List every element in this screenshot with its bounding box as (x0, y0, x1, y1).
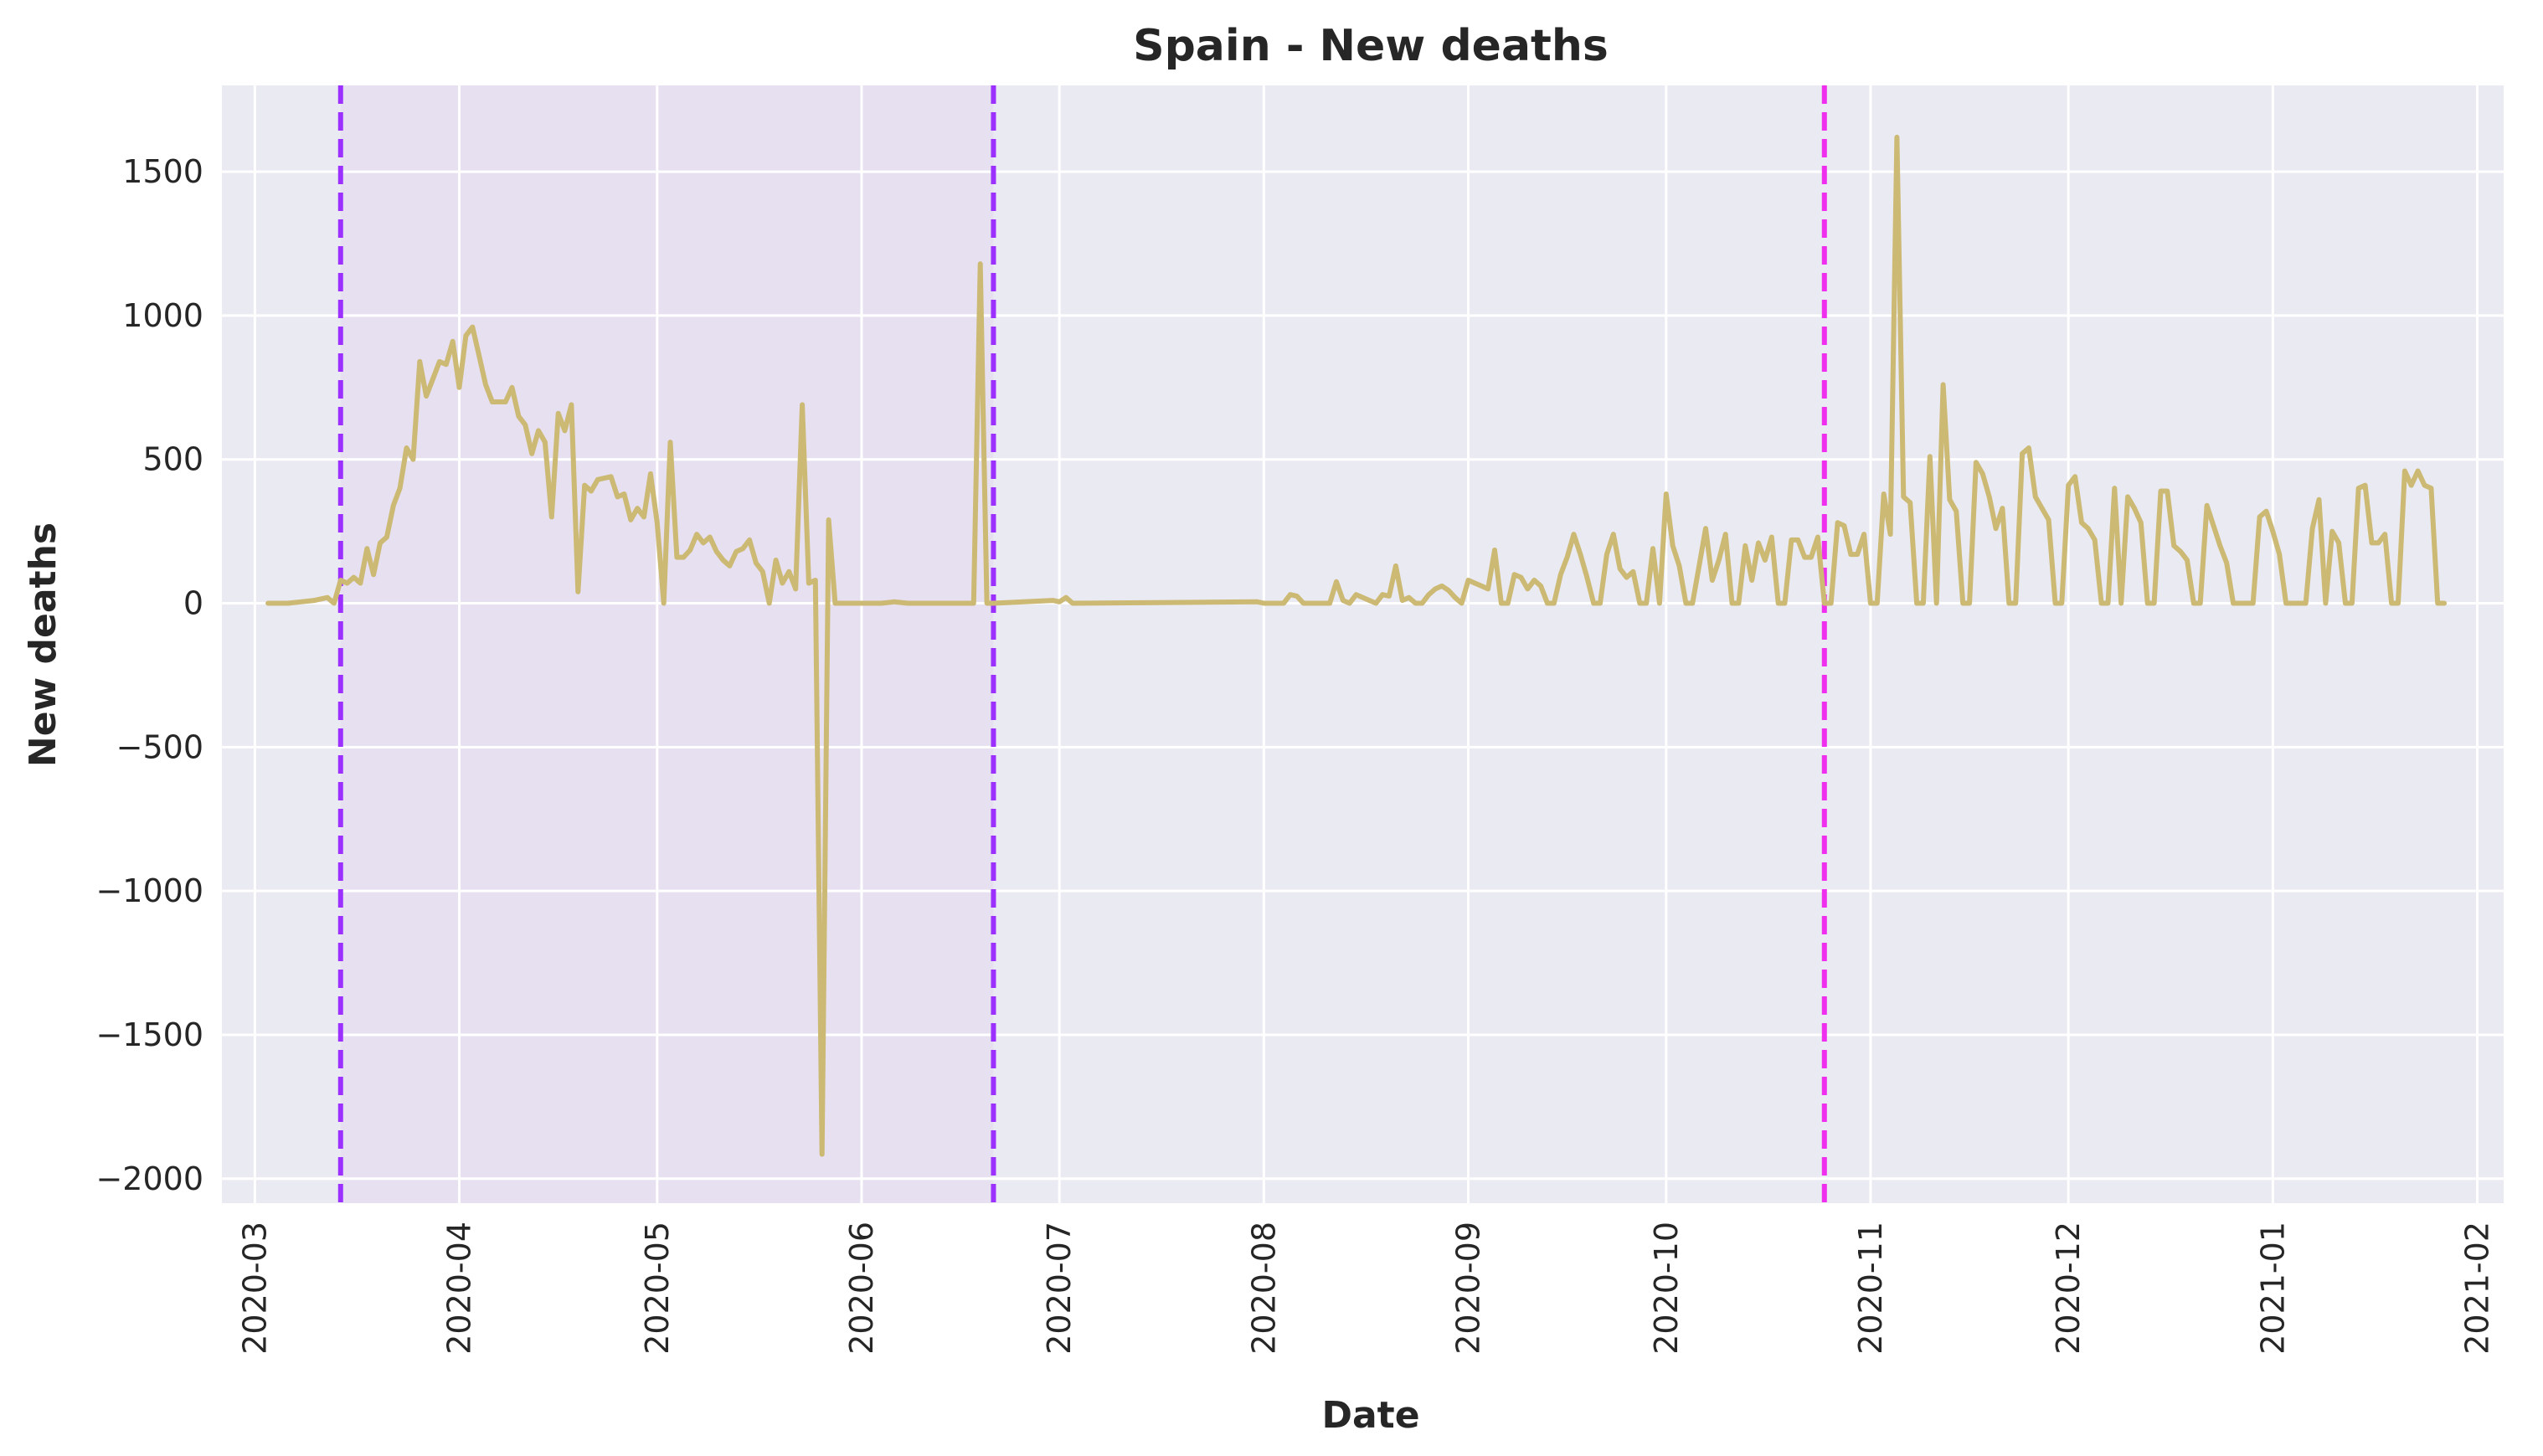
x-tick-label: 2020-08 (1245, 1222, 1282, 1355)
x-tick-label: 2020-06 (843, 1222, 880, 1355)
y-tick-label: 1000 (122, 297, 203, 334)
x-tick-label: 2020-09 (1450, 1222, 1487, 1355)
y-tick-labels: 1500 1000 500 0 −500 −1000 −1500 −2000 (95, 153, 203, 1197)
x-tick-label: 2020-03 (236, 1222, 273, 1355)
y-tick-label: 500 (142, 441, 203, 478)
grid-lines (222, 85, 2504, 1203)
chart-title: Spain - New deaths (1133, 21, 1609, 71)
x-axis-label: Date (1321, 1394, 1419, 1437)
x-tick-label: 2020-07 (1041, 1222, 1078, 1355)
x-tick-label: 2020-04 (441, 1222, 478, 1355)
y-tick-label: −1500 (95, 1016, 203, 1053)
x-tick-label: 2020-05 (639, 1222, 676, 1355)
x-tick-label: 2020-11 (1852, 1222, 1889, 1355)
shaded-region (340, 85, 994, 1203)
y-tick-label: −1000 (95, 872, 203, 909)
x-tick-label: 2021-01 (2254, 1222, 2291, 1355)
x-tick-labels: 2020-03 2020-04 2020-05 2020-06 2020-07 2020-… (236, 1222, 2495, 1355)
x-tick-label: 2020-12 (2050, 1222, 2087, 1355)
y-tick-label: −2000 (95, 1160, 203, 1197)
x-tick-label: 2020-10 (1648, 1222, 1685, 1355)
y-tick-label: 0 (183, 585, 203, 622)
y-tick-label: −500 (116, 728, 203, 765)
series-line (265, 134, 2448, 1157)
y-axis-label: New deaths (22, 522, 64, 767)
x-tick-label: 2021-02 (2458, 1222, 2495, 1355)
y-tick-label: 1500 (122, 153, 203, 190)
